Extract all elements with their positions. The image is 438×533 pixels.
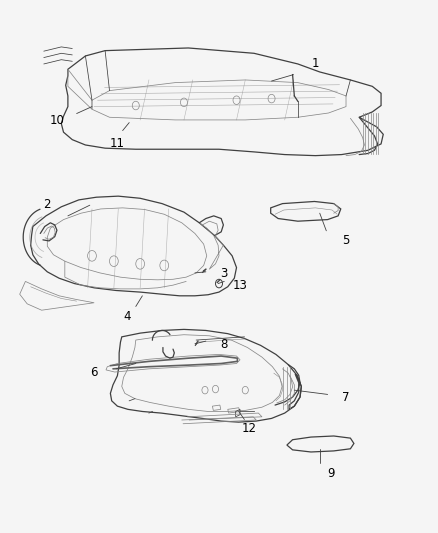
Text: 11: 11	[110, 138, 125, 150]
Text: 1: 1	[311, 58, 319, 70]
Text: 10: 10	[49, 115, 64, 127]
Text: 2: 2	[43, 198, 51, 211]
Text: 3: 3	[220, 267, 227, 280]
Text: 4: 4	[123, 310, 131, 322]
Text: 12: 12	[241, 422, 256, 435]
Text: 8: 8	[221, 338, 228, 351]
Text: 9: 9	[327, 467, 335, 480]
Text: 6: 6	[90, 366, 98, 379]
Text: 5: 5	[343, 235, 350, 247]
Text: 7: 7	[342, 391, 350, 404]
Text: 13: 13	[233, 279, 247, 292]
